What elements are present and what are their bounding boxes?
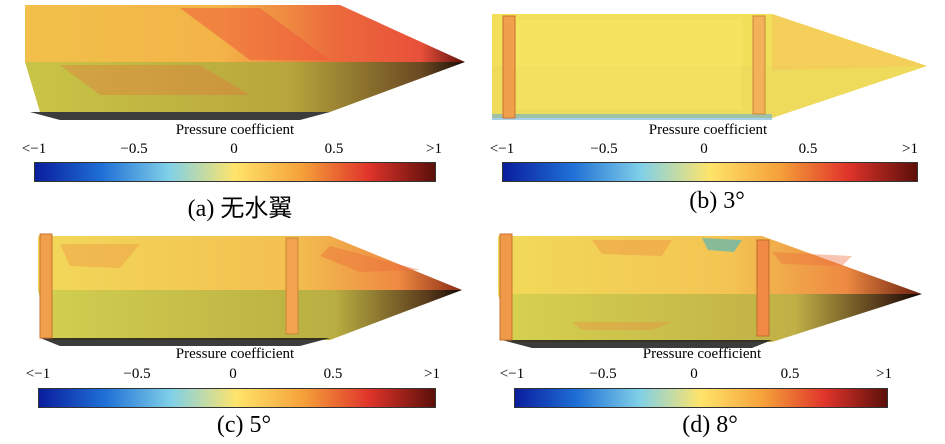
panel-d: Pressure coefficient <−1 −0.5 0 0.5 >1 (… — [472, 222, 944, 444]
colorbar-tick: <−1 — [21, 141, 47, 157]
colorbar-title: Pressure coefficient — [175, 122, 295, 138]
fin-fore — [285, 237, 299, 335]
colorbar-tick: 0.5 — [798, 141, 818, 157]
colorbar-tick: <−1 — [499, 366, 525, 382]
hull-pressure-plot-a — [25, 5, 465, 120]
panel-a: Pressure coefficient <−1 −0.5 0 0.5 >1 (… — [0, 0, 472, 222]
colorbar-title: Pressure coefficient — [175, 346, 295, 362]
colorbar — [38, 388, 436, 408]
hull-pressure-plot-c — [38, 233, 462, 346]
colorbar — [502, 162, 918, 182]
colorbar-tick: −0.5 — [590, 141, 618, 157]
colorbar-tick: >1 — [426, 141, 442, 157]
hull-pressure-plot-b — [492, 14, 927, 120]
panel-caption: (a) 无水翼 — [187, 196, 293, 222]
colorbar-tick: 0 — [230, 141, 238, 157]
colorbar-tick: 0.5 — [780, 366, 800, 382]
colorbar-tick: <−1 — [25, 366, 51, 382]
fin-fore — [752, 15, 766, 115]
colorbar-tick: 0.5 — [324, 141, 344, 157]
colorbar-tick: −0.5 — [589, 366, 617, 382]
colorbar-title: Pressure coefficient — [648, 122, 768, 138]
panel-caption: (b) 3° — [689, 188, 745, 214]
panel-b: Pressure coefficient <−1 −0.5 0 0.5 >1 (… — [472, 0, 944, 222]
colorbar — [34, 162, 436, 182]
fin-aft — [499, 233, 513, 341]
colorbar-tick: >1 — [876, 366, 892, 382]
fin-fore — [756, 239, 770, 337]
colorbar-title: Pressure coefficient — [642, 346, 762, 362]
panel-c: Pressure coefficient <−1 −0.5 0 0.5 >1 (… — [0, 222, 472, 444]
colorbar-tick: 0.5 — [323, 366, 343, 382]
panel-caption: (d) 8° — [682, 412, 738, 438]
colorbar-tick: >1 — [902, 141, 918, 157]
fin-aft — [39, 233, 53, 339]
colorbar-tick: −0.5 — [123, 366, 151, 382]
colorbar-tick: >1 — [424, 366, 440, 382]
hull-pressure-plot-d — [498, 233, 922, 348]
colorbar-tick: 0 — [690, 366, 698, 382]
colorbar — [514, 388, 888, 408]
colorbar-tick: 0 — [229, 366, 237, 382]
colorbar-tick: <−1 — [489, 141, 515, 157]
colorbar-tick: −0.5 — [120, 141, 148, 157]
colorbar-tick: 0 — [700, 141, 708, 157]
panel-caption: (c) 5° — [216, 412, 272, 438]
fin-aft — [502, 15, 516, 119]
